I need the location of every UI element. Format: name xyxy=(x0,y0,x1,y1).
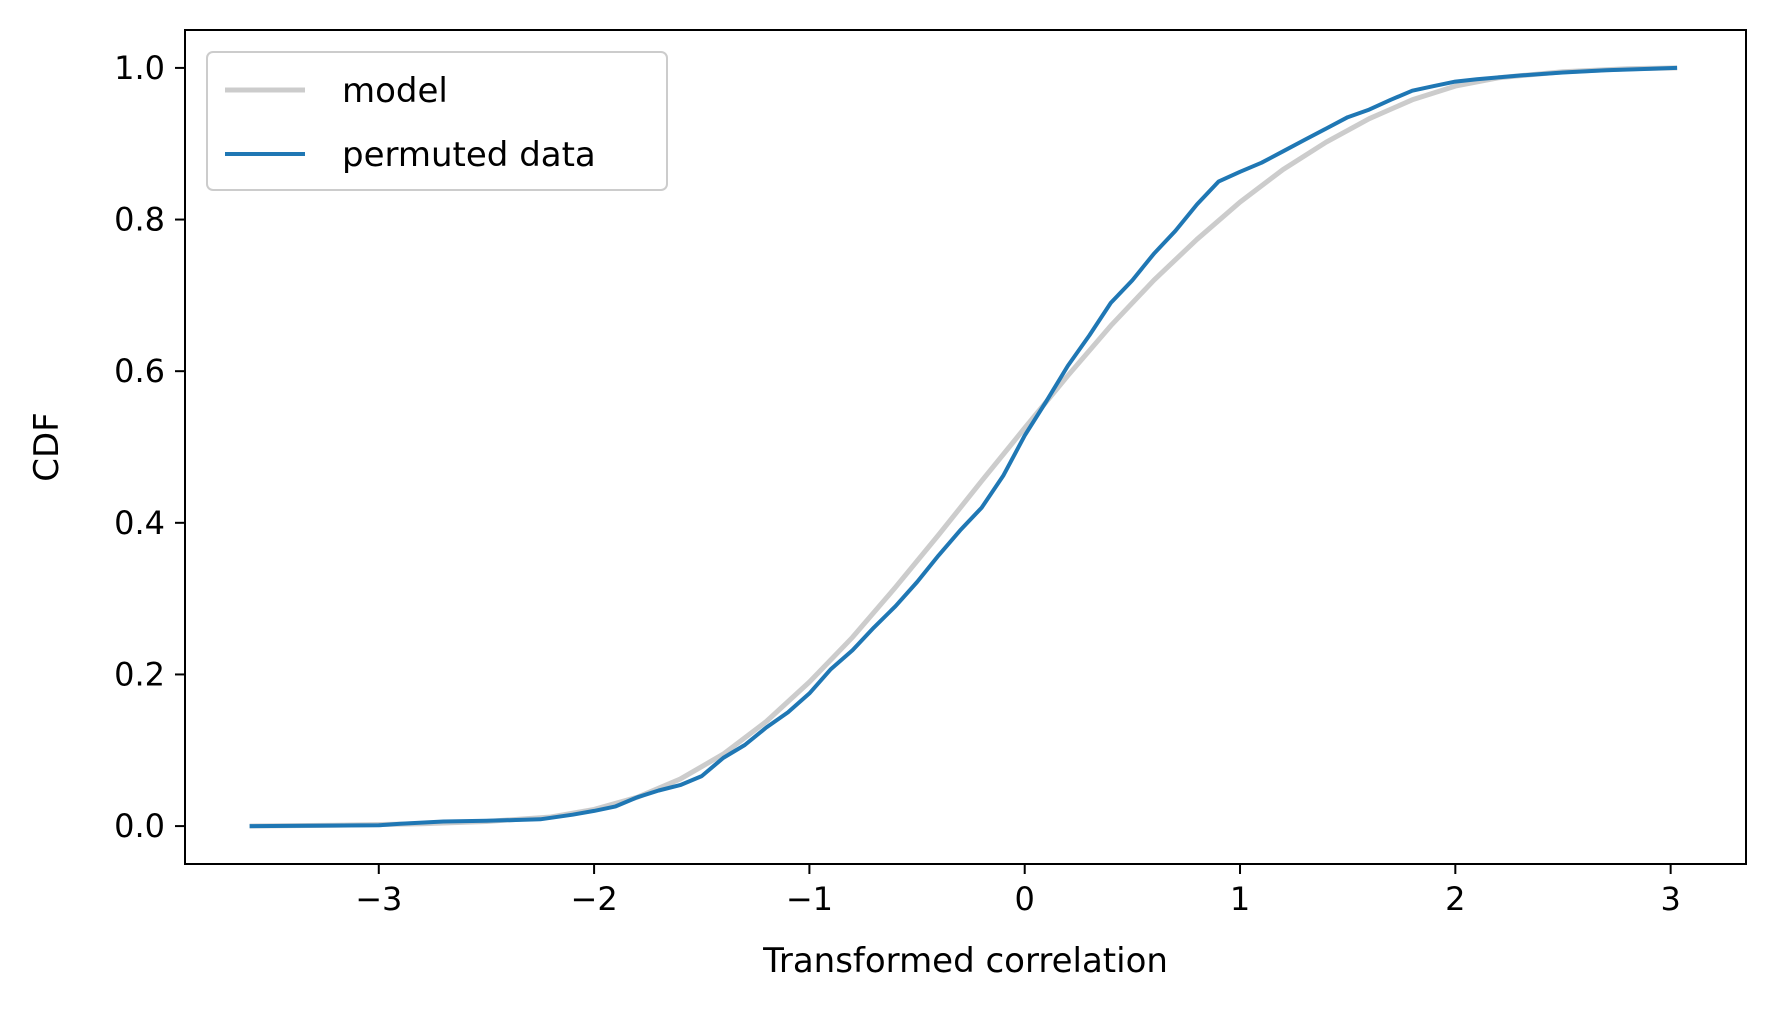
x-tick-label: −1 xyxy=(786,880,833,918)
legend: model permuted data xyxy=(206,51,668,191)
y-axis: 0.0 0.2 0.4 0.6 0.8 1.0 xyxy=(114,49,185,845)
y-tick-label: 0.6 xyxy=(114,352,165,390)
y-axis-label: CDF xyxy=(27,412,67,481)
x-tick-label: 0 xyxy=(1015,880,1035,918)
x-tick-label: 1 xyxy=(1230,880,1250,918)
y-tick-label: 1.0 xyxy=(114,49,165,87)
series-line-permuted-data xyxy=(249,65,1678,829)
x-tick-label: −2 xyxy=(571,880,618,918)
legend-box xyxy=(206,51,668,191)
x-tick-label: 3 xyxy=(1660,880,1680,918)
x-tick-label: 2 xyxy=(1445,880,1465,918)
y-tick-label: 0.2 xyxy=(114,655,165,693)
y-tick-label: 0.4 xyxy=(114,504,165,542)
y-tick-label: 0.8 xyxy=(114,201,165,239)
series-layer xyxy=(249,65,1678,829)
legend-label-permuted-data: permuted data xyxy=(342,135,596,175)
x-axis: −3 −2 −1 0 1 2 3 xyxy=(355,864,1681,918)
plot-area-frame xyxy=(184,29,1747,865)
legend-label-model: model xyxy=(342,71,448,111)
y-tick-label: 0.0 xyxy=(114,807,165,845)
x-tick-label: −3 xyxy=(355,880,402,918)
x-axis-label: Transformed correlation xyxy=(762,941,1168,981)
